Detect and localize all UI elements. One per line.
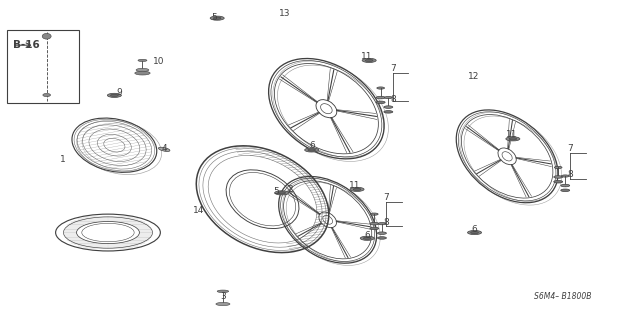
Ellipse shape: [108, 93, 122, 97]
Text: 7: 7: [383, 193, 388, 202]
Ellipse shape: [350, 187, 364, 191]
Ellipse shape: [561, 175, 569, 177]
Ellipse shape: [136, 68, 149, 71]
Text: 13: 13: [279, 9, 291, 18]
Ellipse shape: [467, 231, 481, 234]
Ellipse shape: [42, 33, 51, 39]
Ellipse shape: [378, 237, 387, 239]
Text: 12: 12: [468, 72, 479, 81]
Text: 7: 7: [568, 144, 573, 153]
Text: B-16: B-16: [13, 40, 40, 50]
Text: 9: 9: [116, 88, 122, 97]
Ellipse shape: [506, 137, 520, 141]
Ellipse shape: [365, 59, 373, 62]
Ellipse shape: [159, 147, 170, 152]
Ellipse shape: [371, 213, 378, 215]
Text: 7: 7: [390, 64, 396, 73]
Ellipse shape: [305, 148, 319, 152]
Text: 8: 8: [383, 218, 388, 227]
Ellipse shape: [370, 227, 379, 230]
Text: 14: 14: [193, 206, 204, 215]
Ellipse shape: [275, 191, 289, 195]
Text: 6: 6: [310, 141, 316, 150]
Ellipse shape: [376, 101, 385, 104]
Ellipse shape: [376, 96, 385, 99]
Text: S6M4– B1800B: S6M4– B1800B: [534, 292, 591, 300]
Text: 5: 5: [211, 13, 217, 22]
Ellipse shape: [554, 176, 563, 178]
Ellipse shape: [384, 111, 393, 113]
Ellipse shape: [509, 138, 516, 140]
Text: 3: 3: [220, 292, 226, 300]
Ellipse shape: [216, 302, 230, 306]
Ellipse shape: [353, 188, 361, 190]
Text: 10: 10: [154, 57, 165, 66]
Text: 4: 4: [162, 144, 168, 153]
Text: 6: 6: [472, 225, 477, 234]
Ellipse shape: [362, 58, 376, 63]
Text: 1: 1: [60, 155, 66, 164]
Ellipse shape: [385, 96, 392, 99]
Text: 6: 6: [364, 231, 370, 240]
Text: 8: 8: [390, 95, 396, 104]
Ellipse shape: [554, 181, 563, 183]
Ellipse shape: [138, 59, 147, 62]
Text: 8: 8: [568, 170, 573, 179]
Text: 11: 11: [506, 130, 517, 138]
Ellipse shape: [210, 16, 224, 20]
Ellipse shape: [43, 93, 51, 97]
Ellipse shape: [213, 17, 221, 19]
Ellipse shape: [135, 71, 150, 75]
Ellipse shape: [561, 184, 570, 187]
Ellipse shape: [364, 237, 371, 239]
Ellipse shape: [278, 192, 285, 194]
Ellipse shape: [561, 189, 570, 192]
Ellipse shape: [308, 149, 316, 151]
Text: 5: 5: [274, 187, 280, 196]
Ellipse shape: [111, 94, 118, 96]
Ellipse shape: [378, 223, 386, 225]
Text: 2: 2: [287, 185, 292, 194]
Ellipse shape: [384, 106, 393, 108]
Text: 11: 11: [361, 52, 372, 61]
Text: 11: 11: [349, 181, 360, 190]
Ellipse shape: [470, 232, 478, 234]
Ellipse shape: [378, 232, 387, 234]
Ellipse shape: [370, 222, 379, 225]
Ellipse shape: [217, 290, 228, 293]
Ellipse shape: [360, 236, 374, 240]
Ellipse shape: [377, 87, 385, 89]
Ellipse shape: [554, 166, 562, 168]
